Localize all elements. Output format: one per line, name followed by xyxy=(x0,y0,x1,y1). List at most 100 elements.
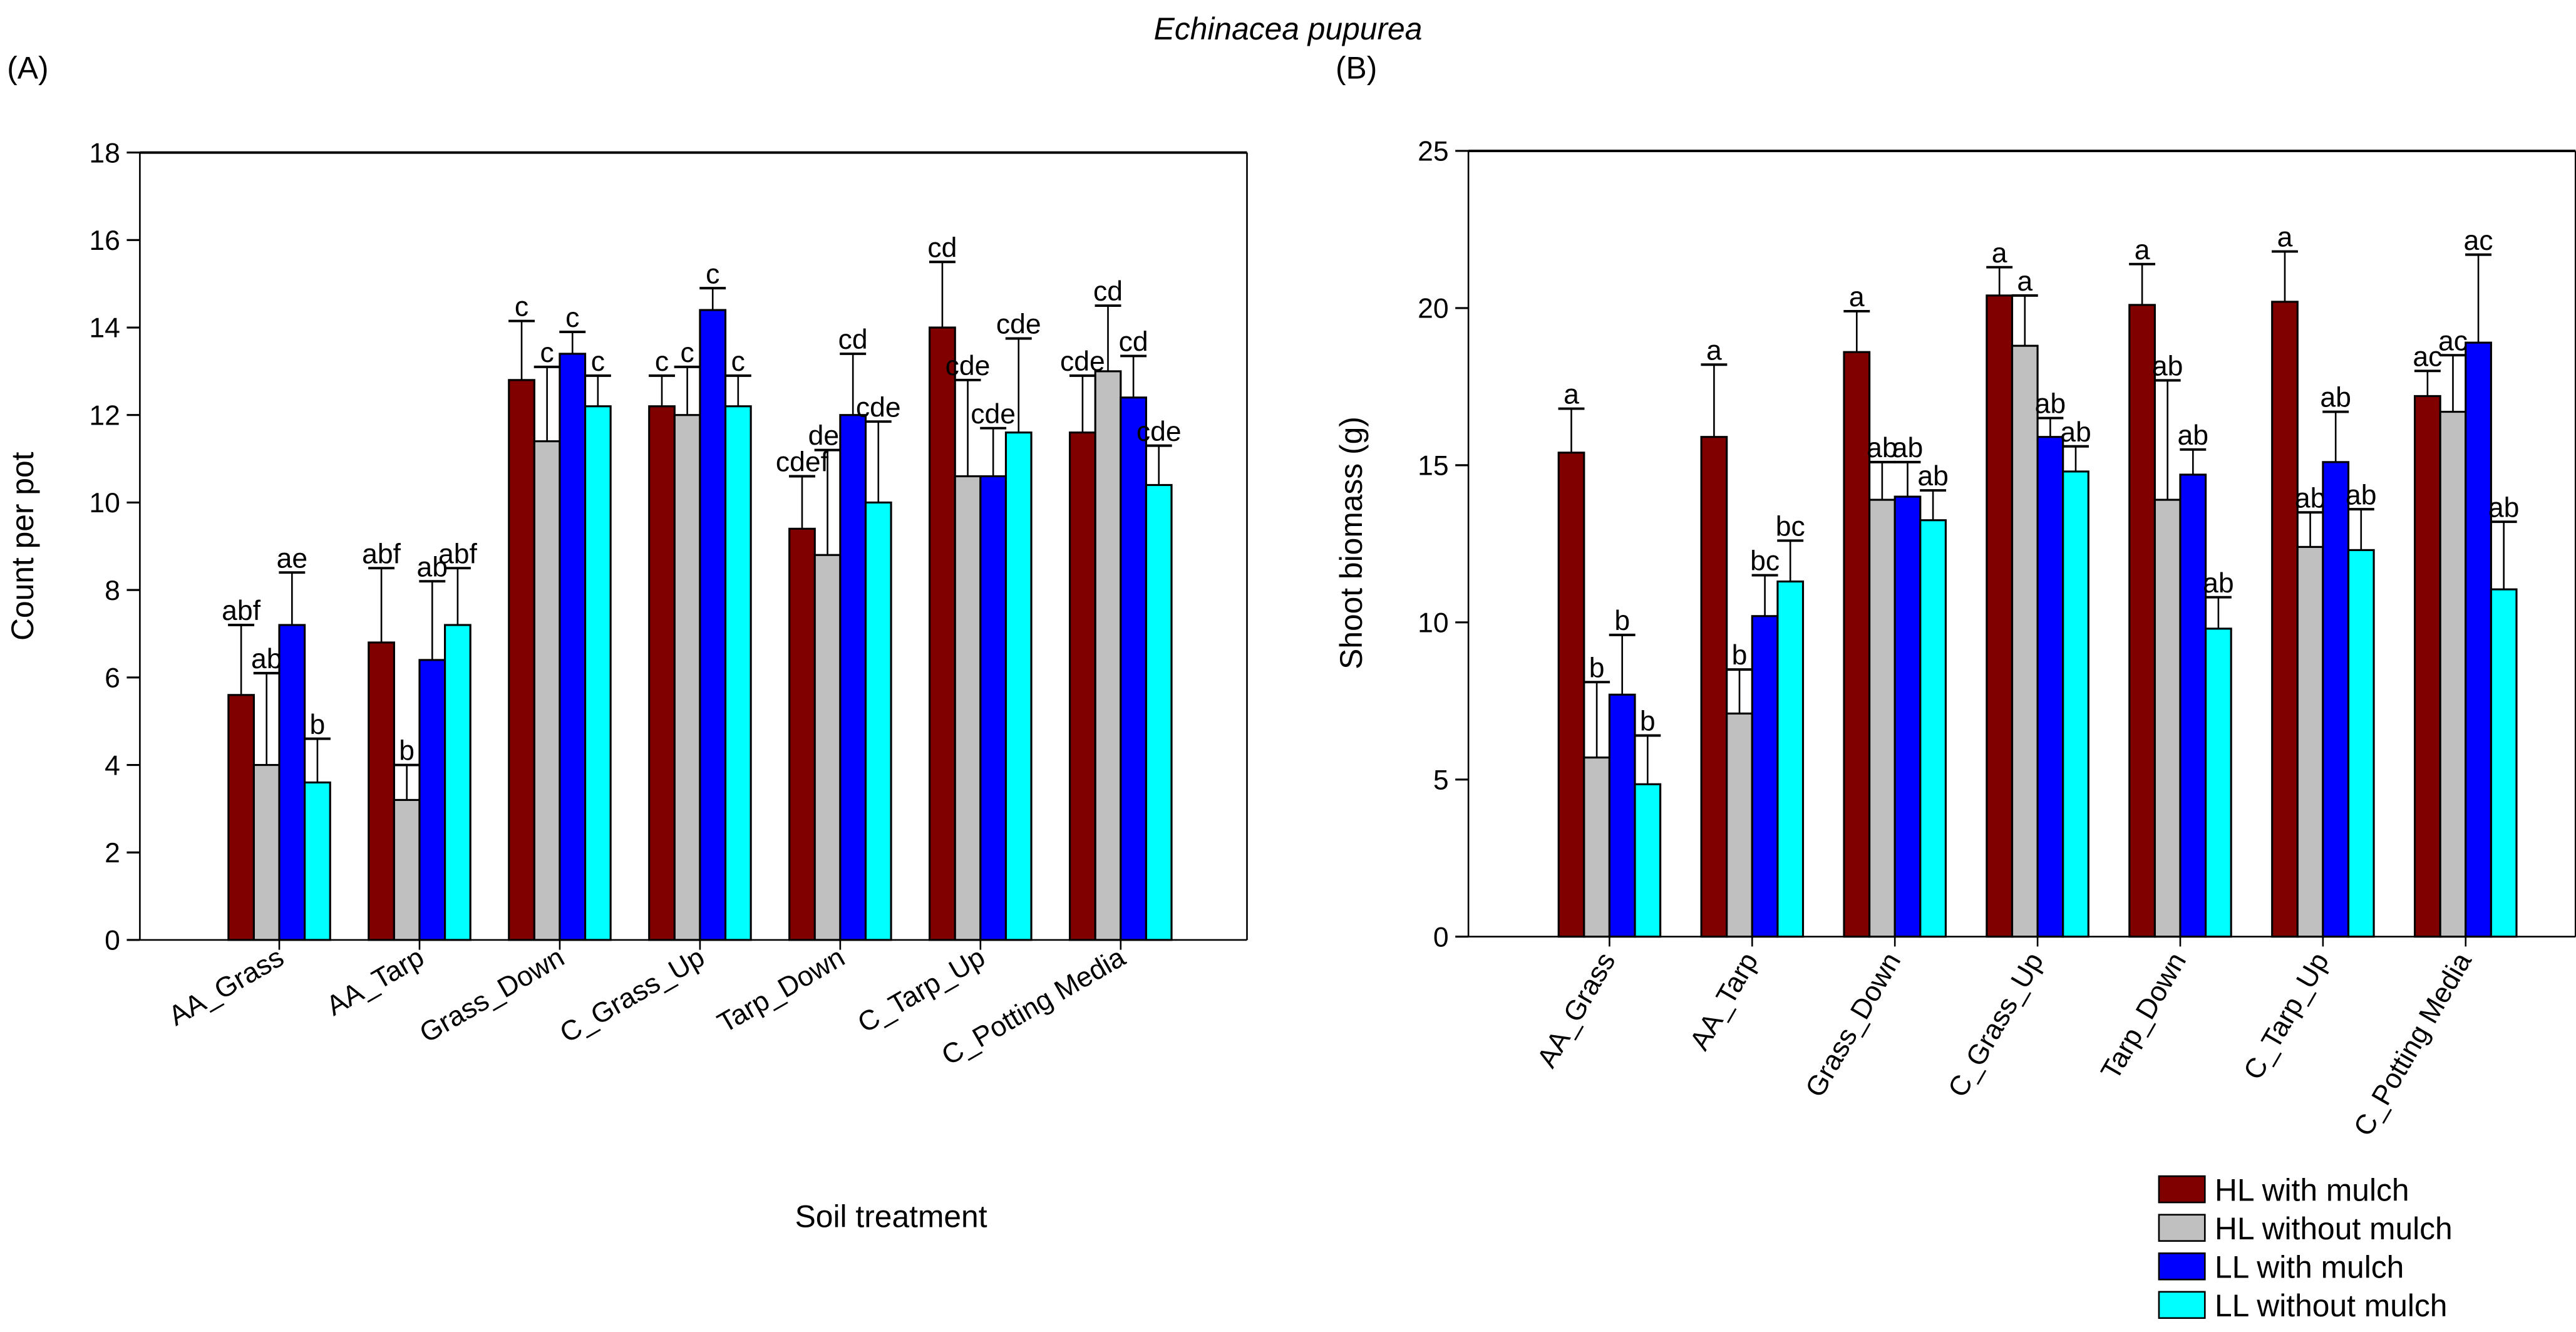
bar xyxy=(699,309,727,941)
bar xyxy=(2011,344,2039,938)
significance-letter: ab xyxy=(1917,461,1949,492)
significance-letter: a xyxy=(2017,266,2032,297)
y-tick-label: 14 xyxy=(89,313,120,344)
significance-letter: b xyxy=(310,710,326,740)
significance-letter: b xyxy=(1614,606,1630,636)
bar xyxy=(252,763,281,941)
significance-letter: abf xyxy=(362,539,401,569)
significance-letter: ab xyxy=(2060,417,2091,448)
bar xyxy=(508,379,535,941)
significance-letter: b xyxy=(1640,706,1656,737)
bar xyxy=(304,781,331,941)
y-tick-label: 16 xyxy=(89,225,120,256)
x-tick-label: C_Grass_Up xyxy=(555,942,709,1049)
bar xyxy=(2036,436,2064,938)
significance-letter: a xyxy=(1992,238,2007,269)
significance-letter: b xyxy=(1589,653,1605,683)
bar xyxy=(278,624,306,941)
significance-letter: ab xyxy=(2152,351,2183,382)
bar xyxy=(444,624,471,941)
panel-b-label: (B) xyxy=(1336,51,1377,86)
bar xyxy=(1700,436,1728,938)
y-tick-label: 18 xyxy=(89,138,120,168)
significance-letter: cde xyxy=(996,309,1041,340)
x-tick-label: AA_Tarp xyxy=(1684,947,1765,1055)
significance-letter: a xyxy=(2135,235,2150,266)
significance-letter: cdef xyxy=(776,447,829,478)
bar xyxy=(673,414,701,941)
bar xyxy=(839,414,867,941)
significance-letter: ab xyxy=(2295,483,2326,514)
legend-box xyxy=(2149,1168,2530,1326)
bar xyxy=(1893,495,1922,938)
bar xyxy=(1094,370,1122,941)
bar xyxy=(393,798,421,941)
x-tick-label: AA_Grass xyxy=(1532,947,1622,1073)
y-tick-label: 0 xyxy=(1433,922,1449,953)
y-tick-label: 0 xyxy=(105,926,120,956)
x-tick-label: Tarp_Down xyxy=(713,942,850,1039)
significance-letter: c xyxy=(731,346,745,377)
y-tick-label: 12 xyxy=(89,400,120,431)
bar xyxy=(1069,431,1096,941)
significance-letter: ab xyxy=(2203,568,2234,599)
bar xyxy=(2490,588,2518,938)
bar xyxy=(1634,783,1662,938)
legend-label: LL with mulch xyxy=(2215,1250,2404,1285)
bar xyxy=(1868,498,1896,938)
legend-label: LL without mulch xyxy=(2215,1288,2447,1323)
bar xyxy=(2296,545,2324,938)
significance-letter: cde xyxy=(1136,416,1182,447)
significance-letter: cde xyxy=(856,392,901,423)
x-tick-label: Tarp_Down xyxy=(2095,947,2192,1085)
y-tick-label: 15 xyxy=(1418,451,1449,482)
significance-letter: ab xyxy=(1867,433,1898,463)
bar xyxy=(864,501,892,941)
bar xyxy=(368,641,395,941)
significance-letter: ab xyxy=(2488,492,2520,523)
x-tick-label: Grass_Down xyxy=(1800,947,1907,1102)
significance-letter: ac xyxy=(2413,341,2442,372)
significance-letter: cde xyxy=(945,351,991,381)
legend-swatch xyxy=(2158,1252,2206,1281)
bar xyxy=(788,527,816,941)
legend-label: HL without mulch xyxy=(2215,1211,2453,1246)
significance-letter: c xyxy=(565,302,579,333)
y-tick-label: 2 xyxy=(105,838,120,869)
significance-letter: ab xyxy=(2035,389,2066,420)
bar xyxy=(1843,351,1871,938)
panel-a-chart: (A) Count per pot 0 2 4 6 8 10 12 14 16 18 AA_Gras… xyxy=(5,51,1248,1071)
bar xyxy=(724,405,752,941)
significance-letter: bc xyxy=(1750,546,1780,577)
significance-letter: b xyxy=(399,736,415,767)
significance-letter: cd xyxy=(1119,327,1148,358)
y-tick-label: 20 xyxy=(1418,294,1449,324)
significance-letter: b xyxy=(1732,640,1748,671)
significance-letter: cd xyxy=(927,232,957,263)
significance-letter: cde xyxy=(971,399,1016,430)
x-tick-label: AA_Grass xyxy=(163,942,289,1032)
bar xyxy=(2465,341,2492,938)
significance-letter: ac xyxy=(2438,326,2468,356)
significance-letter: ab xyxy=(2178,420,2209,451)
significance-letter: c xyxy=(680,338,694,368)
panel-a-ylabel: Count per pot xyxy=(5,452,40,641)
y-tick-label: 10 xyxy=(89,488,120,519)
significance-letter: ab xyxy=(251,644,282,674)
y-tick-label: 10 xyxy=(1418,608,1449,639)
significance-letter: a xyxy=(1564,379,1579,410)
y-tick-label: 4 xyxy=(105,750,120,781)
bar xyxy=(533,440,561,941)
bar xyxy=(813,554,842,941)
y-tick-label: 25 xyxy=(1418,137,1449,167)
bar xyxy=(1986,294,2014,938)
bar xyxy=(2413,395,2441,938)
bar xyxy=(1004,431,1033,941)
y-tick-label: 6 xyxy=(105,663,120,694)
significance-letter: ae xyxy=(277,543,308,574)
figure-title: Echinacea pupurea xyxy=(1154,11,1423,46)
bar xyxy=(1608,693,1636,938)
bar xyxy=(1776,581,1805,938)
significance-letter: abf xyxy=(438,539,478,569)
